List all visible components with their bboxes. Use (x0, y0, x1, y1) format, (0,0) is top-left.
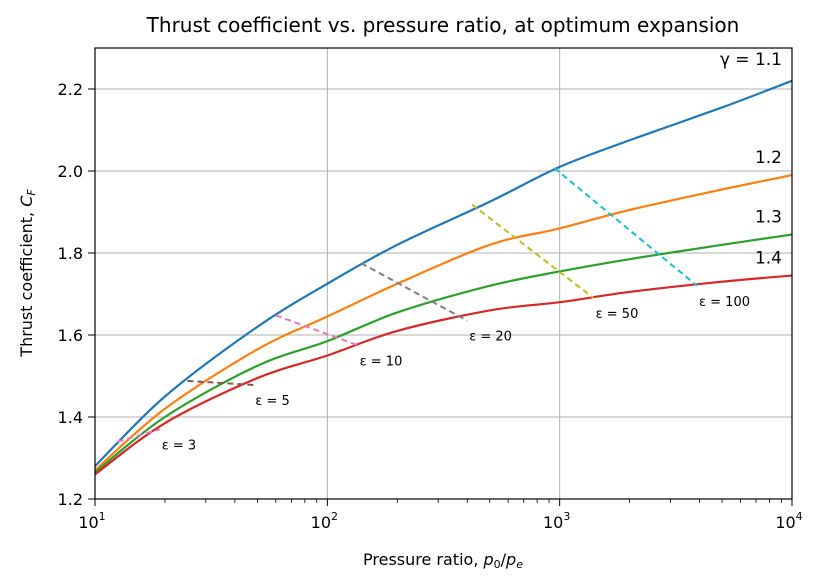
eps-label-4: ε = 20 (469, 330, 512, 345)
y-axis-label: Thrust coefficient, CF (17, 189, 38, 358)
eps-label-3: ε = 10 (360, 354, 403, 369)
axis-ticks: 101 102 103 104 1.2 1.4 1.6 1.8 2.0 2.2 (58, 80, 803, 532)
series-label-1: γ = 1.1 (720, 50, 782, 70)
series-label-3: 1.3 (755, 208, 782, 228)
grid-lines (94, 48, 793, 500)
eps-line-2 (187, 379, 254, 387)
y-tick-label: 1.4 (58, 408, 83, 427)
x-axis-label: Pressure ratio, p0/pe (363, 550, 523, 571)
eps-line-4 (360, 262, 468, 322)
x-tick-label: 103 (543, 510, 570, 532)
y-tick-label: 2.2 (58, 80, 83, 99)
chart-title: Thrust coefficient vs. pressure ratio, a… (146, 13, 740, 37)
series-line-3 (94, 233, 793, 474)
eps-label-1: ε = 3 (162, 438, 196, 453)
series-line-2 (94, 174, 793, 472)
series-label-4: 1.4 (755, 249, 782, 269)
eps-line-5 (471, 203, 595, 299)
y-tick-label: 1.6 (58, 326, 83, 345)
expansion-ratio-lines (117, 167, 698, 443)
plot-frame (94, 47, 793, 500)
eps-label-2: ε = 5 (255, 394, 289, 409)
series-line-4 (94, 274, 793, 476)
eps-line-6 (553, 167, 698, 287)
x-tick-label: 101 (78, 510, 105, 532)
eps-line-3 (275, 314, 358, 347)
series-line-1 (94, 79, 793, 467)
gamma-curves (94, 79, 793, 476)
eps-label-6: ε = 100 (699, 295, 750, 310)
eps-label-5: ε = 50 (596, 307, 639, 322)
x-tick-label: 102 (311, 510, 338, 532)
series-label-2: 1.2 (755, 148, 782, 168)
y-tick-label: 2.0 (58, 162, 83, 181)
eps-line-1 (117, 428, 161, 443)
y-tick-label: 1.8 (58, 244, 83, 263)
series-labels: γ = 1.1 1.2 1.3 1.4 ε = 3 ε = 5 ε = 10 ε = 20 ε … (162, 50, 782, 453)
x-tick-label: 104 (775, 510, 802, 532)
y-tick-label: 1.2 (58, 490, 83, 509)
